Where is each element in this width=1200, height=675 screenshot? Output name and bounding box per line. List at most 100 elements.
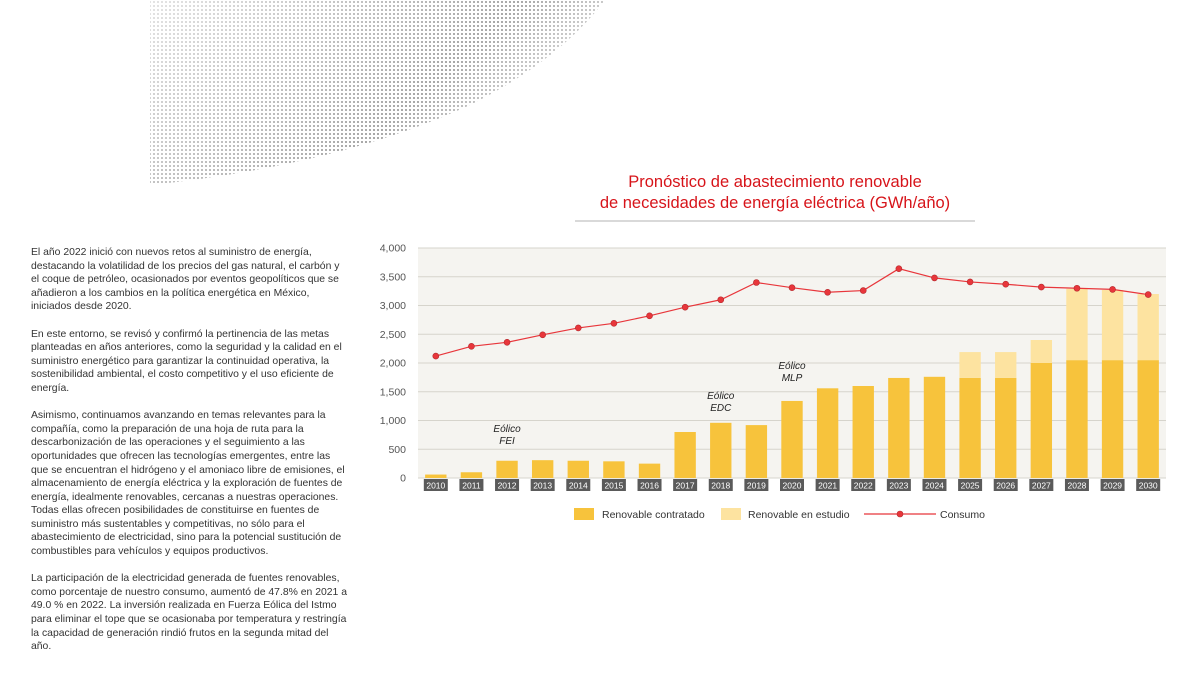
paragraph-2: En este entorno, se revisó y confirmó la… [31, 328, 342, 394]
x-tick-label: 2022 [851, 479, 876, 491]
point-consumo [788, 284, 796, 291]
bar-renovable-contratado [1066, 360, 1088, 478]
x-tick-label-box [1136, 479, 1161, 491]
x-tick-label-text: 2026 [996, 481, 1015, 491]
x-tick-label-box [922, 479, 947, 491]
x-tick-label-text: 2028 [1067, 481, 1086, 491]
x-tick-label-text: 2023 [889, 481, 908, 491]
bar-renovable-contratado [1101, 360, 1124, 478]
bar-renovable-contratado [674, 432, 696, 478]
bar-renovable-en-estudio [1030, 340, 1053, 363]
point-consumo [646, 312, 653, 320]
y-tick-label: 2,000 [380, 358, 406, 370]
x-tick-label-text: 2012 [498, 481, 517, 491]
x-tick-label-box [637, 479, 662, 491]
x-tick-label: 2020 [780, 479, 804, 491]
x-tick-label: 2030 [1136, 479, 1161, 491]
bar-renovable-contratado [460, 472, 483, 478]
point-consumo [574, 324, 582, 332]
bar-renovable-contratado [1137, 360, 1159, 478]
x-tick-label: 2028 [1064, 479, 1089, 491]
x-tick-label: 2021 [815, 479, 840, 491]
point-consumo [753, 279, 760, 286]
point-consumo [432, 352, 440, 360]
x-tick-label-box [566, 479, 591, 491]
paragraph-3: Asimismo, continuamos avanzando en temas… [31, 410, 345, 558]
x-tick-label-text: 2013 [533, 481, 552, 491]
x-tick-label: 2014 [566, 479, 591, 491]
x-tick-label: 2017 [673, 479, 698, 491]
bar-renovable-contratado [425, 474, 447, 478]
bar-annotation: Eólico [707, 391, 735, 402]
x-tick-label: 2015 [601, 479, 626, 491]
bar-renovable-contratado [995, 377, 1017, 478]
x-tick-label-text: 2015 [604, 481, 623, 491]
point-consumo [1109, 286, 1116, 293]
y-tick-label: 1,000 [380, 415, 406, 427]
point-consumo [1002, 280, 1010, 288]
x-tick-label: 2026 [993, 479, 1018, 491]
x-tick-label-box [708, 479, 733, 491]
point-consumo [717, 296, 725, 304]
x-tick-label-box [673, 479, 698, 491]
bar-renovable-contratado [923, 376, 946, 478]
bar-renovable-contratado [781, 400, 803, 478]
bar-renovable-en-estudio [1101, 289, 1124, 361]
x-tick-label-box [815, 479, 840, 491]
x-tick-label-box [993, 479, 1018, 491]
legend-label-consumo: Consumo [940, 509, 985, 521]
paragraph-4: La participación de la electricidad gene… [31, 573, 347, 653]
x-tick-label: 2027 [1029, 479, 1054, 491]
energy-forecast-chart: 0 500 1,000 1,500 2,000 2,500 3,000 3,500 4,000 2… [380, 243, 1166, 521]
x-tick-label-text: 2024 [925, 481, 944, 491]
bar-annotation: Eólico [493, 424, 521, 435]
x-tick-label-box [886, 479, 911, 491]
x-tick-label-box [601, 479, 626, 491]
x-tick-label-text: 2030 [1139, 481, 1158, 491]
legend-swatch-renovable-contratado [574, 508, 594, 520]
bar-renovable-contratado [531, 460, 554, 478]
chart-title: Pronóstico de abastecimiento renovable d… [575, 172, 975, 214]
bar-annotation: Eólico [778, 361, 806, 372]
x-tick-label-text: 2021 [818, 481, 837, 491]
point-consumo [468, 343, 475, 350]
y-tick-label: 2,500 [380, 329, 406, 341]
title-divider [575, 220, 975, 222]
point-consumo [539, 331, 546, 339]
x-tick-label: 2024 [922, 479, 947, 491]
decorative-halftone-arc [150, 0, 605, 185]
bar-renovable-contratado [816, 388, 839, 478]
x-tick-label-box [423, 479, 448, 491]
bar-annotation: MLP [782, 373, 803, 384]
x-tick-label: 2012 [495, 479, 520, 491]
x-tick-label-box [744, 479, 769, 491]
x-tick-label: 2029 [1100, 479, 1125, 491]
legend-swatch-renovable-en-estudio [721, 508, 741, 520]
legend: Renovable contratado Renovable en estudio… [574, 508, 985, 521]
bar-annotation: EDC [710, 403, 732, 414]
bar-renovable-contratado [888, 377, 910, 478]
x-tick-label-box [495, 479, 520, 491]
bar-renovable-contratado [745, 425, 768, 478]
x-tick-label: 2010 [423, 479, 448, 491]
bar-renovable-en-estudio [1137, 294, 1159, 361]
point-consumo [681, 303, 689, 311]
bar-annotation: FEI [499, 436, 515, 447]
x-tick-label-text: 2019 [747, 481, 766, 491]
bar-renovable-contratado [959, 377, 981, 478]
point-consumo [895, 265, 903, 273]
point-consumo [1073, 284, 1081, 292]
y-tick-label: 0 [400, 473, 406, 485]
x-tick-label-text: 2014 [569, 481, 588, 491]
chart-title-line-2: de necesidades de energía eléctrica (GWh… [599, 194, 951, 212]
y-tick-label: 1,500 [380, 386, 406, 398]
x-tick-label-text: 2027 [1032, 481, 1051, 491]
x-tick-label-text: 2017 [676, 481, 695, 491]
point-consumo [1144, 291, 1152, 298]
y-tick-label: 3,500 [380, 271, 406, 283]
x-tick-label-box [1029, 479, 1054, 491]
chart-title-line-1: Pronóstico de abastecimiento renovable [628, 173, 922, 191]
point-consumo [824, 288, 831, 296]
bar-renovable-contratado [638, 463, 661, 478]
point-consumo [966, 278, 974, 286]
